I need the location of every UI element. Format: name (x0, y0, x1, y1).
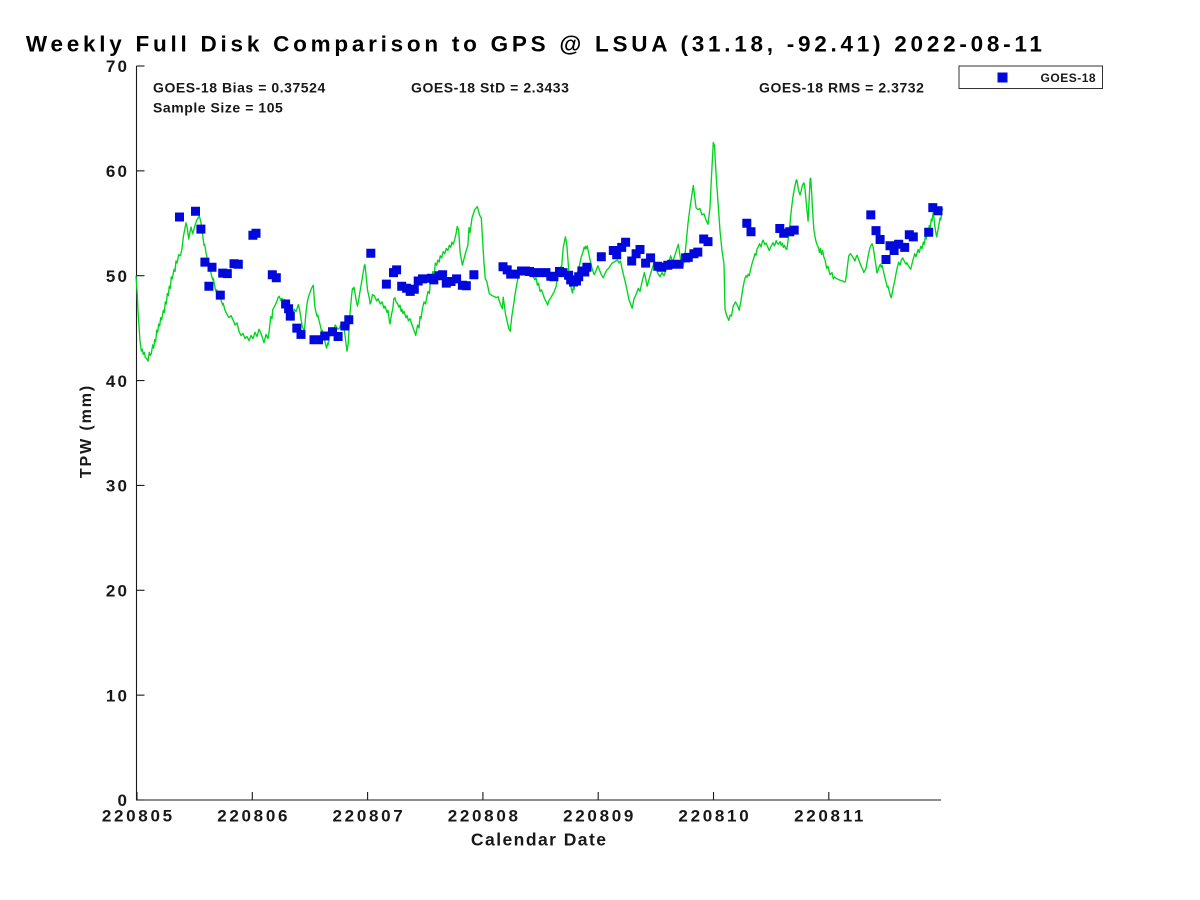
svg-text:TPW (mm): TPW (mm) (78, 384, 95, 478)
svg-text:GOES-18 RMS = 2.3732: GOES-18 RMS = 2.3732 (759, 80, 924, 96)
svg-text:0: 0 (118, 791, 130, 810)
svg-text:30: 30 (106, 477, 129, 496)
svg-text:220811: 220811 (794, 806, 866, 825)
svg-text:Sample Size = 105: Sample Size = 105 (153, 99, 283, 115)
svg-text:GOES-18: GOES-18 (1041, 71, 1097, 85)
svg-text:220807: 220807 (333, 806, 406, 825)
svg-text:220808: 220808 (448, 806, 521, 825)
svg-text:20: 20 (106, 582, 129, 601)
svg-text:220809: 220809 (563, 806, 636, 825)
svg-text:Calendar Date: Calendar Date (471, 830, 608, 850)
svg-text:40: 40 (106, 372, 129, 391)
svg-text:220806: 220806 (217, 806, 290, 825)
svg-text:50: 50 (106, 267, 129, 286)
svg-text:70: 70 (106, 57, 129, 76)
svg-text:GOES-18 Bias = 0.37524: GOES-18 Bias = 0.37524 (153, 80, 326, 96)
svg-text:60: 60 (106, 162, 129, 181)
svg-text:220810: 220810 (678, 806, 751, 825)
svg-text:GOES-18 StD = 2.3433: GOES-18 StD = 2.3433 (411, 80, 569, 96)
svg-text:Weekly Full Disk Comparison to: Weekly Full Disk Comparison to GPS @ LSU… (26, 32, 1046, 57)
svg-text:220805: 220805 (102, 806, 175, 825)
svg-text:10: 10 (106, 686, 129, 705)
